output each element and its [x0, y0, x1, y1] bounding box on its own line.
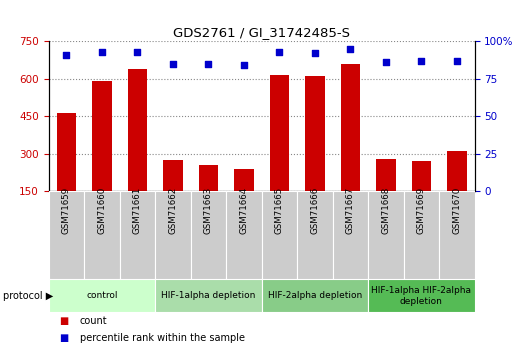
Text: GSM71669: GSM71669	[417, 187, 426, 234]
Text: percentile rank within the sample: percentile rank within the sample	[80, 333, 245, 343]
Bar	[49, 279, 155, 312]
Text: GSM71667: GSM71667	[346, 186, 355, 234]
Bar	[270, 75, 289, 229]
Text: GSM71661: GSM71661	[133, 186, 142, 234]
Point	[311, 51, 319, 56]
Bar	[297, 191, 332, 279]
Bar	[411, 161, 431, 229]
Point	[63, 52, 71, 58]
Text: GSM71668: GSM71668	[381, 186, 390, 234]
Point	[417, 58, 425, 64]
Text: HIF-2alpha depletion: HIF-2alpha depletion	[268, 291, 362, 300]
Bar	[234, 169, 253, 229]
Bar	[447, 151, 466, 229]
Point	[452, 58, 461, 64]
Bar	[262, 279, 368, 312]
Bar	[120, 191, 155, 279]
Point	[98, 49, 106, 55]
Text: GSM71663: GSM71663	[204, 186, 213, 234]
Text: HIF-1alpha HIF-2alpha
depletion: HIF-1alpha HIF-2alpha depletion	[371, 286, 471, 306]
Bar	[199, 165, 218, 229]
Bar	[262, 191, 297, 279]
Bar	[376, 159, 396, 229]
Text: GSM71660: GSM71660	[97, 186, 107, 234]
Bar	[368, 279, 475, 312]
Bar	[155, 191, 191, 279]
Bar	[439, 191, 475, 279]
Point	[346, 46, 354, 52]
Text: count: count	[80, 316, 107, 326]
Text: HIF-1alpha depletion: HIF-1alpha depletion	[161, 291, 255, 300]
Text: GSM71665: GSM71665	[275, 186, 284, 234]
Point	[169, 61, 177, 67]
Bar	[226, 191, 262, 279]
Text: GSM71666: GSM71666	[310, 186, 320, 234]
Text: GSM71659: GSM71659	[62, 187, 71, 234]
Point	[275, 49, 284, 55]
Bar	[84, 191, 120, 279]
Bar	[49, 191, 84, 279]
Text: GSM71670: GSM71670	[452, 186, 461, 234]
Bar	[92, 81, 112, 229]
Bar	[191, 191, 226, 279]
Bar	[57, 113, 76, 229]
Bar	[128, 69, 147, 229]
Text: ■: ■	[59, 333, 68, 343]
Bar	[163, 160, 183, 229]
Text: GSM71664: GSM71664	[240, 186, 248, 234]
Point	[133, 49, 142, 55]
Point	[382, 60, 390, 65]
Text: GSM71662: GSM71662	[168, 186, 177, 234]
Point	[204, 61, 212, 67]
Bar	[305, 77, 325, 229]
Point	[240, 63, 248, 68]
Bar	[341, 64, 360, 229]
Bar	[368, 191, 404, 279]
Text: control: control	[86, 291, 117, 300]
Bar	[404, 191, 439, 279]
Bar	[332, 191, 368, 279]
Bar	[155, 279, 262, 312]
Text: protocol ▶: protocol ▶	[3, 291, 53, 301]
Title: GDS2761 / GI_31742485-S: GDS2761 / GI_31742485-S	[173, 26, 350, 39]
Text: ■: ■	[59, 316, 68, 326]
